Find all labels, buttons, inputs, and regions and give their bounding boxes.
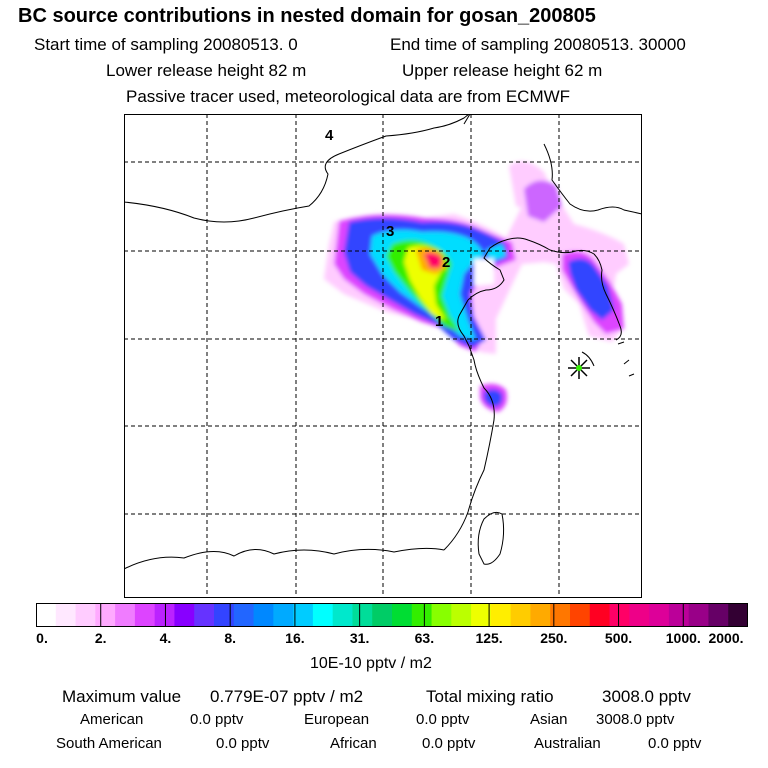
map-frame xyxy=(124,114,642,598)
colorbar-frame xyxy=(36,603,748,627)
colorbar-tick-label: 250. xyxy=(540,630,568,646)
region-value: 0.0 pptv xyxy=(190,711,244,728)
colorbar-swatch xyxy=(510,603,531,627)
colorbar-swatch xyxy=(174,603,195,627)
colorbar-swatch xyxy=(728,603,748,627)
colorbar-tick-label: 63. xyxy=(414,630,435,646)
colorbar-swatch xyxy=(332,603,353,627)
region-label-1: 1 xyxy=(435,313,443,330)
colorbar-swatch xyxy=(55,603,77,627)
colorbar-swatch xyxy=(688,603,709,627)
colorbar-swatch xyxy=(530,603,551,627)
region-name: Asian xyxy=(530,711,568,728)
colorbar-tick-label: 2000. xyxy=(708,630,744,646)
region-value: 0.0 pptv xyxy=(216,735,270,752)
colorbar-swatch xyxy=(253,603,274,627)
colorbar-tick-label: 1000. xyxy=(665,630,701,646)
receptor-star-icon xyxy=(568,357,590,379)
colorbar-swatch xyxy=(293,603,314,627)
colorbar-tick-label: 8. xyxy=(224,630,237,646)
colorbar-swatch xyxy=(451,603,472,627)
colorbar-swatch xyxy=(194,603,215,627)
region-name: European xyxy=(304,711,370,728)
colorbar-swatch xyxy=(75,603,96,627)
colorbar-tick-label: 125. xyxy=(475,630,503,646)
colorbar-swatch xyxy=(490,603,512,627)
total-mixing-label: Total mixing ratio xyxy=(426,687,554,706)
graticule xyxy=(124,114,642,598)
colorbar-swatch xyxy=(115,603,136,627)
colorbar-swatch xyxy=(36,603,57,627)
colorbar-swatch xyxy=(649,603,670,627)
colorbar-swatch xyxy=(629,603,650,627)
max-value: 0.779E-07 pptv / m2 xyxy=(210,687,364,706)
colorbar-swatch xyxy=(570,603,591,627)
colorbar-swatch xyxy=(352,603,373,627)
colorbar-swatch xyxy=(550,603,571,627)
colorbar xyxy=(36,603,748,627)
region-value: 3008.0 pptv xyxy=(596,711,675,728)
colorbar-unit: 10E-10 pptv / m2 xyxy=(310,655,432,672)
region-label-4: 4 xyxy=(325,127,334,144)
colorbar-swatch xyxy=(154,603,175,627)
colorbar-swatch xyxy=(95,603,116,627)
region-name: South American xyxy=(56,735,162,752)
map-panel: 4 3 2 1 xyxy=(124,114,642,598)
figure-title: BC source contributions in nested domain… xyxy=(18,5,596,27)
colorbar-swatch xyxy=(392,603,413,627)
colorbar-swatch xyxy=(214,603,235,627)
colorbar-swatch xyxy=(134,603,156,627)
total-mixing-value: 3008.0 pptv xyxy=(602,687,691,706)
region-value: 0.0 pptv xyxy=(648,735,702,752)
colorbar-swatch xyxy=(431,603,452,627)
region-label-2: 2 xyxy=(442,254,450,271)
region-value: 0.0 pptv xyxy=(416,711,470,728)
start-time-label: Start time of sampling 20080513. 0 xyxy=(34,35,298,54)
colorbar-swatch xyxy=(312,603,334,627)
colorbar-swatch xyxy=(411,603,433,627)
colorbar-tick-label: 16. xyxy=(285,630,305,646)
colorbar-tick-label: 31. xyxy=(349,630,370,646)
colorbar-tick-label: 500. xyxy=(604,630,633,646)
colorbar-swatch xyxy=(273,603,294,627)
lower-release-label: Lower release height 82 m xyxy=(106,61,307,80)
colorbar-swatch xyxy=(589,603,611,627)
region-name: American xyxy=(80,711,144,728)
colorbar-tick-label: 0. xyxy=(36,630,48,646)
colorbar-tick-label: 2. xyxy=(94,630,107,646)
tracer-note: Passive tracer used, meteorological data… xyxy=(126,87,571,106)
region-name: Australian xyxy=(534,735,601,752)
colorbar-swatch xyxy=(471,603,492,627)
colorbar-swatch xyxy=(372,603,393,627)
colorbar-swatch xyxy=(233,603,255,627)
colorbar-swatch xyxy=(668,603,690,627)
region-label-3: 3 xyxy=(386,223,394,240)
region-value: 0.0 pptv xyxy=(422,735,476,752)
max-value-label: Maximum value xyxy=(62,687,182,706)
colorbar-swatch xyxy=(708,603,729,627)
colorbar-swatch xyxy=(609,603,630,627)
end-time-label: End time of sampling 20080513. 30000 xyxy=(390,35,686,54)
region-name: African xyxy=(330,735,377,752)
upper-release-label: Upper release height 62 m xyxy=(402,61,603,80)
colorbar-tick-label: 4. xyxy=(159,630,172,646)
